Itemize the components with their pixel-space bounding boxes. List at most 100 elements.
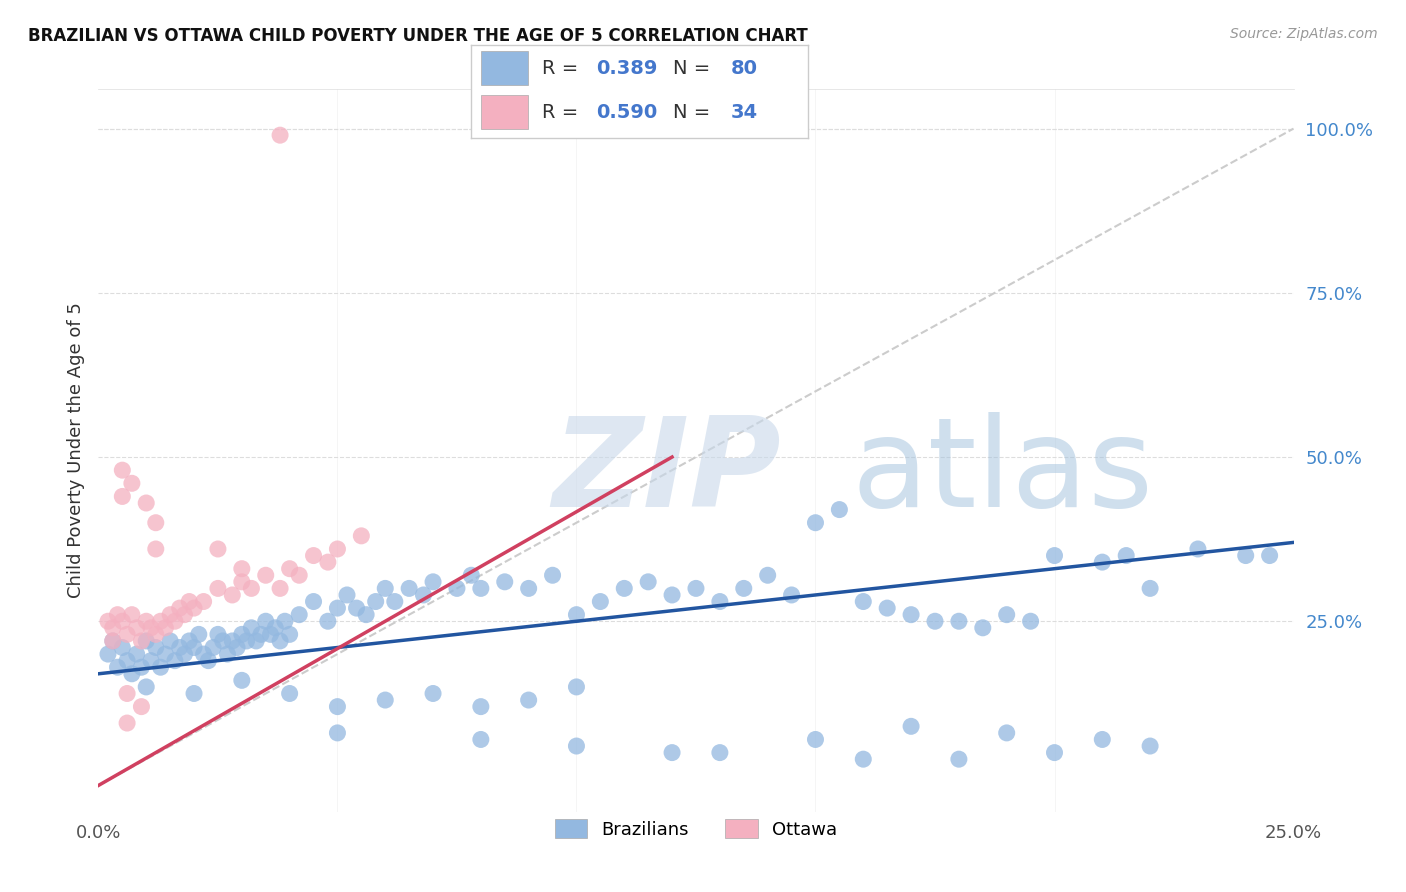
Point: [169, 601, 191, 615]
Point: [709, 594, 731, 608]
Point: [149, 614, 172, 628]
Point: [661, 746, 683, 760]
Point: [326, 726, 349, 740]
Point: [517, 693, 540, 707]
Text: 80: 80: [731, 59, 758, 78]
Point: [852, 594, 875, 608]
Point: [107, 660, 129, 674]
Point: [101, 634, 124, 648]
Point: [135, 680, 157, 694]
Point: [269, 634, 291, 648]
Point: [183, 686, 205, 700]
Point: [1258, 549, 1281, 563]
Point: [131, 660, 153, 674]
Point: [1234, 549, 1257, 563]
Point: [240, 582, 263, 596]
Point: [589, 594, 612, 608]
Point: [135, 614, 157, 628]
Point: [131, 699, 153, 714]
Text: ZIP: ZIP: [553, 411, 782, 533]
Point: [1139, 739, 1161, 753]
Point: [187, 627, 209, 641]
Point: [470, 699, 492, 714]
Point: [183, 640, 205, 655]
Point: [460, 568, 482, 582]
Point: [637, 574, 659, 589]
Point: [269, 582, 291, 596]
Point: [135, 496, 157, 510]
Point: [235, 634, 257, 648]
Point: [193, 647, 215, 661]
Point: [1043, 549, 1066, 563]
Point: [179, 634, 201, 648]
Point: [1091, 555, 1114, 569]
Point: [250, 627, 273, 641]
Point: [316, 614, 339, 628]
Point: [364, 594, 387, 608]
Point: [145, 640, 167, 655]
Point: [221, 588, 243, 602]
Point: [517, 582, 540, 596]
Point: [565, 739, 588, 753]
Point: [107, 607, 129, 622]
Point: [995, 726, 1018, 740]
Point: [354, 607, 377, 622]
Point: [288, 568, 311, 582]
Point: [852, 752, 875, 766]
Point: [179, 594, 201, 608]
Point: [207, 627, 229, 641]
Point: [193, 594, 215, 608]
Point: [565, 607, 588, 622]
Point: [269, 128, 291, 143]
Point: [1139, 582, 1161, 596]
Point: [125, 621, 148, 635]
Point: [145, 627, 167, 641]
Point: [115, 716, 138, 731]
Point: [756, 568, 779, 582]
Point: [111, 640, 134, 655]
Point: [1115, 549, 1137, 563]
Point: [139, 654, 162, 668]
Point: [398, 582, 420, 596]
FancyBboxPatch shape: [481, 95, 529, 129]
Point: [101, 621, 124, 635]
Point: [278, 562, 301, 576]
Point: [613, 582, 636, 596]
Point: [245, 634, 267, 648]
Point: [173, 647, 195, 661]
Point: [804, 732, 827, 747]
Point: [155, 647, 177, 661]
Point: [121, 666, 143, 681]
Point: [149, 660, 172, 674]
Text: 0.389: 0.389: [596, 59, 657, 78]
Point: [169, 640, 191, 655]
Point: [159, 634, 181, 648]
Point: [202, 640, 225, 655]
Point: [446, 582, 468, 596]
Point: [207, 582, 229, 596]
Point: [111, 463, 134, 477]
Point: [197, 654, 219, 668]
Point: [804, 516, 827, 530]
Point: [101, 634, 124, 648]
FancyBboxPatch shape: [481, 51, 529, 85]
Point: [111, 490, 134, 504]
Point: [115, 686, 138, 700]
Point: [565, 680, 588, 694]
Point: [111, 614, 134, 628]
Text: R =: R =: [541, 103, 585, 121]
Point: [948, 752, 970, 766]
Point: [278, 627, 301, 641]
Point: [163, 614, 186, 628]
Point: [155, 621, 177, 635]
Point: [876, 601, 898, 615]
Point: [145, 541, 167, 556]
Text: 0.590: 0.590: [596, 103, 657, 121]
Point: [173, 607, 195, 622]
Point: [1019, 614, 1042, 628]
Point: [163, 654, 186, 668]
Point: [374, 693, 396, 707]
Point: [278, 686, 301, 700]
Legend: Brazilians, Ottawa: Brazilians, Ottawa: [547, 813, 845, 846]
Point: [422, 574, 444, 589]
